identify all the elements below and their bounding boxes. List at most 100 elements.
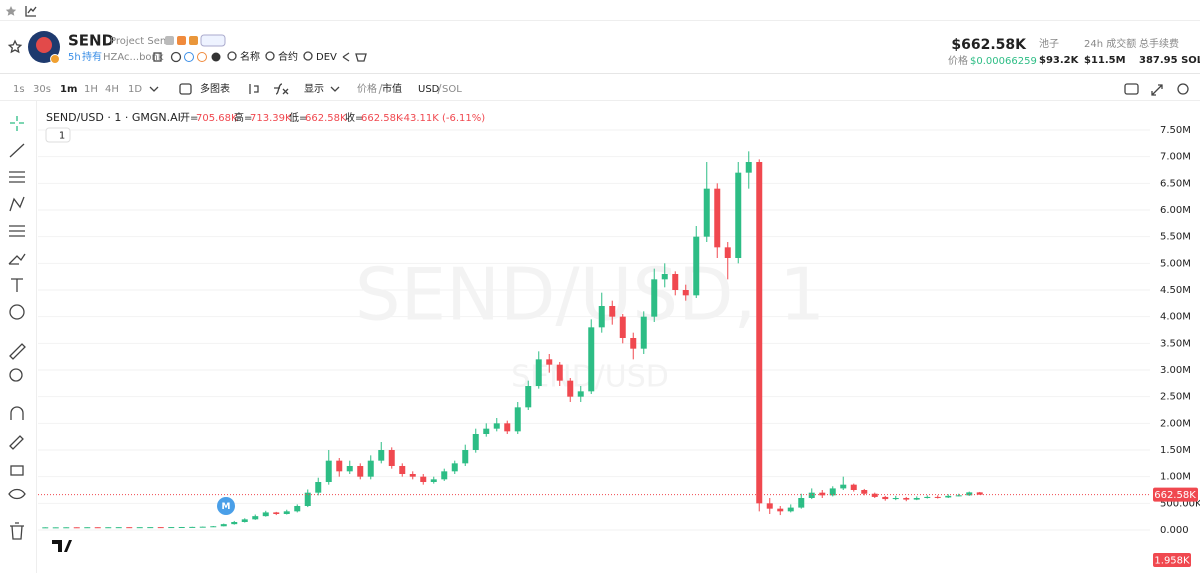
eye-tool[interactable] [8,488,26,500]
fib-tool[interactable] [9,225,25,237]
display[interactable]: 显示 [304,83,324,95]
pattern-tool[interactable] [9,196,25,212]
candle-body [819,492,826,496]
candle-body [304,492,311,506]
candle-body [294,506,301,512]
interval[interactable]: 1s [13,84,25,95]
fullscreen-icon[interactable] [1151,84,1163,96]
y-tick-label: 1.50M [1160,445,1191,456]
candle-body [955,495,962,497]
multi-icon[interactable] [179,83,192,95]
share-icon[interactable] [342,52,350,62]
legend-button-label[interactable]: 1 [59,131,65,142]
candle-body [945,495,952,498]
search-icon[interactable] [265,51,275,61]
icon [177,36,186,45]
settings-icon[interactable] [1177,83,1189,95]
legend-value: 662.58K [361,113,403,124]
candle-body [430,479,437,482]
user-icon[interactable] [184,52,194,62]
link-name[interactable]: 名称 [240,50,260,63]
candle-body [934,496,941,498]
crown-icon[interactable] [355,53,367,62]
interval[interactable]: 1H [84,84,98,95]
interval[interactable]: 4H [105,84,119,95]
legend-label: 收= [345,111,363,124]
candle-body [630,338,637,349]
list-icon[interactable] [211,52,221,62]
candle-body [451,463,458,472]
chart-icons[interactable] [249,83,289,95]
drawing-tools [8,116,26,540]
price-mode[interactable]: 价格 [357,82,377,95]
magnet-tool[interactable] [10,406,24,420]
channel-tool[interactable] [9,171,25,183]
candle-body [420,476,427,482]
candle-body [556,364,563,381]
line-tool[interactable] [9,143,25,158]
candle-body [178,527,185,529]
candle-body [693,236,700,296]
lock-tool[interactable] [10,465,24,476]
candle-body [640,316,647,349]
pencil-lock-tool[interactable] [9,435,24,450]
camera-icon[interactable] [1124,83,1139,95]
legend-button[interactable] [45,127,71,143]
candle-body [913,498,920,500]
candle-body [168,527,175,529]
stat-label: 池子 [1039,37,1059,50]
favorite-icon[interactable] [7,39,23,54]
trash-tool[interactable] [10,522,24,540]
star-icon[interactable] [5,6,17,16]
multi-chart[interactable]: 多图表 [200,82,230,95]
candle-body [346,466,353,472]
marker[interactable] [217,497,235,515]
legend-change: -43.11K (-6.11%) [400,113,485,124]
link-contract[interactable]: 合约 [278,50,298,63]
icon[interactable] [165,36,174,45]
price: $662.58K [951,37,1027,53]
ruler-tool[interactable] [9,343,26,360]
warn-icon[interactable] [197,52,207,62]
copy-icon[interactable] [153,52,162,62]
emoji-tool[interactable] [9,304,25,320]
candle-body [766,503,773,509]
y-tick-label: 0.000 [1160,525,1189,536]
cap-mode[interactable]: 市值 [382,82,402,95]
web-icon[interactable] [170,51,182,63]
candle-body [504,423,511,432]
interval[interactable]: 1m [60,84,77,95]
y-tick-label: 500.00K [1160,498,1200,509]
candle-body [84,527,91,529]
brush-tool[interactable] [8,253,26,265]
candle-body [367,460,374,477]
interval[interactable]: 30s [33,84,51,95]
candle-body [493,423,500,429]
zoom-tool[interactable] [9,368,23,382]
y-tick-label: 3.50M [1160,338,1191,349]
link-dev[interactable]: DEV [316,52,337,63]
candle-body [126,527,133,529]
currency[interactable]: USD [418,84,440,95]
search-icon[interactable] [227,51,237,61]
token-address: HZAc...bonk [103,52,164,63]
candle-body [724,247,731,258]
text-tool[interactable] [11,278,23,292]
chevron[interactable] [330,86,340,92]
legend-label: 低= [289,111,307,124]
chevron[interactable] [149,86,159,92]
chart-icon[interactable] [25,6,37,17]
icon [189,36,198,45]
candle-body [577,391,584,397]
candle-body [42,527,49,529]
cross-tool[interactable] [10,116,24,131]
currency[interactable]: SOL [442,84,462,95]
avatar-art [36,37,52,53]
candle-body [672,274,679,290]
legend-label: 开= [180,113,198,124]
candle-body [871,493,878,497]
interval[interactable]: 1D [128,84,142,95]
candle-body [840,484,847,489]
search-icon[interactable] [303,51,313,61]
